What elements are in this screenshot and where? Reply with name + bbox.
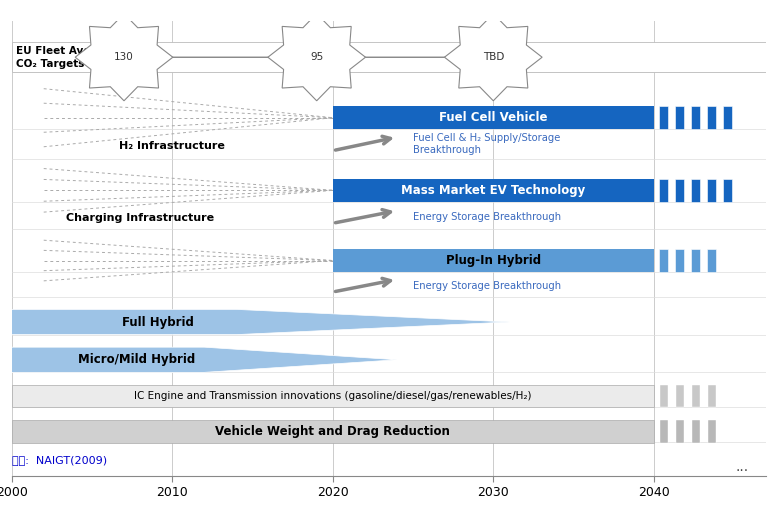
- Polygon shape: [12, 310, 509, 335]
- Text: ...: ...: [735, 460, 748, 474]
- Bar: [12, 385, 654, 407]
- Bar: [693, 420, 700, 442]
- Text: Full Hybrid: Full Hybrid: [122, 315, 194, 328]
- Text: Fuel Cell & H₂ Supply/Storage
Breakthrough: Fuel Cell & H₂ Supply/Storage Breakthrou…: [413, 133, 560, 155]
- Bar: [660, 385, 668, 407]
- Bar: [707, 249, 716, 272]
- Text: Energy Storage Breakthrough: Energy Storage Breakthrough: [413, 281, 561, 291]
- Bar: [676, 420, 684, 442]
- Bar: [659, 249, 667, 272]
- Bar: [707, 179, 716, 202]
- Text: Micro/Mild Hybrid: Micro/Mild Hybrid: [78, 353, 196, 366]
- Text: Energy Storage Breakthrough: Energy Storage Breakthrough: [413, 212, 561, 222]
- Text: EU Fleet Average
CO₂ Targets (g/km): EU Fleet Average CO₂ Targets (g/km): [16, 46, 127, 69]
- Text: IC Engine and Transmission innovations (gasoline/diesel/gas/renewables/H₂): IC Engine and Transmission innovations (…: [134, 391, 532, 401]
- Text: Vehicle Weight and Drag Reduction: Vehicle Weight and Drag Reduction: [215, 425, 450, 438]
- Text: Charging Infrastructure: Charging Infrastructure: [66, 213, 214, 223]
- Text: 자료:  NAIGT(2009): 자료: NAIGT(2009): [12, 456, 107, 465]
- Bar: [333, 106, 654, 129]
- Text: 130: 130: [114, 52, 134, 62]
- Bar: [659, 106, 667, 129]
- Text: Plug-In Hybrid: Plug-In Hybrid: [446, 254, 541, 267]
- Bar: [707, 106, 716, 129]
- Text: H₂ Infrastructure: H₂ Infrastructure: [119, 141, 225, 151]
- Bar: [723, 179, 731, 202]
- Bar: [333, 249, 654, 272]
- Bar: [676, 385, 684, 407]
- Bar: [675, 106, 683, 129]
- Bar: [659, 179, 667, 202]
- Polygon shape: [75, 14, 173, 101]
- Text: Mass Market EV Technology: Mass Market EV Technology: [401, 184, 585, 197]
- Text: Fuel Cell Vehicle: Fuel Cell Vehicle: [439, 111, 547, 124]
- Bar: [690, 249, 700, 272]
- Bar: [693, 385, 700, 407]
- Bar: [675, 179, 683, 202]
- Bar: [675, 249, 683, 272]
- Text: 95: 95: [310, 52, 324, 62]
- Polygon shape: [444, 14, 542, 101]
- Text: TBD: TBD: [483, 52, 504, 62]
- Bar: [723, 106, 731, 129]
- Bar: [690, 179, 700, 202]
- Bar: [333, 179, 654, 202]
- Polygon shape: [12, 347, 397, 372]
- Bar: [690, 106, 700, 129]
- Bar: [708, 420, 717, 442]
- Bar: [708, 385, 717, 407]
- Bar: [660, 420, 668, 442]
- Polygon shape: [268, 14, 365, 101]
- Bar: [12, 42, 766, 72]
- Bar: [12, 420, 654, 442]
